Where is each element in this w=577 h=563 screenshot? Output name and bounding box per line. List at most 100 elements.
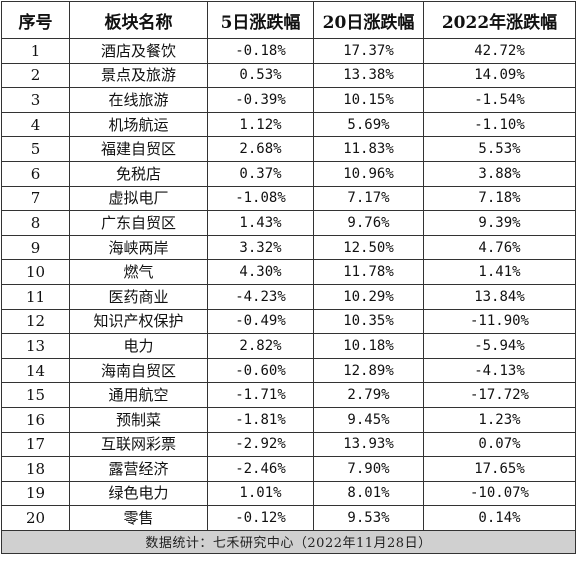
- change-20day: 12.89%: [313, 357, 424, 384]
- table-row: 6 免税店 0.37% 10.96% 3.88%: [1, 160, 576, 187]
- table-row: 12 知识产权保护 -0.49% 10.35% -11.90%: [1, 308, 576, 335]
- row-index: 3: [1, 87, 70, 113]
- change-2022: -1.10%: [423, 111, 576, 138]
- change-2022: -4.13%: [423, 357, 576, 384]
- row-index: 13: [1, 333, 70, 359]
- row-index: 2: [1, 62, 70, 89]
- change-2022: 5.53%: [423, 136, 576, 162]
- row-index: 16: [1, 406, 70, 433]
- change-5day: 0.53%: [207, 62, 314, 89]
- change-5day: 1.12%: [207, 111, 314, 138]
- table-row: 15 通用航空 -1.71% 2.79% -17.72%: [1, 382, 576, 408]
- row-index: 7: [1, 185, 70, 212]
- sector-name: 互联网彩票: [69, 431, 208, 458]
- sector-name: 电力: [69, 333, 208, 359]
- change-20day: 13.38%: [313, 62, 424, 89]
- change-20day: 7.90%: [313, 456, 424, 482]
- sector-name: 海峡两岸: [69, 234, 208, 261]
- change-20day: 10.18%: [313, 333, 424, 359]
- change-5day: 1.43%: [207, 210, 314, 236]
- table-row: 10 燃气 4.30% 11.78% 1.41%: [1, 259, 576, 285]
- change-20day: 2.79%: [313, 382, 424, 408]
- sector-name: 酒店及餐饮: [69, 38, 208, 64]
- row-index: 17: [1, 431, 70, 458]
- table-row: 19 绿色电力 1.01% 8.01% -10.07%: [1, 480, 576, 507]
- change-5day: -1.81%: [207, 406, 314, 433]
- change-2022: 0.07%: [423, 431, 576, 458]
- change-2022: 1.23%: [423, 406, 576, 433]
- table-row: 8 广东自贸区 1.43% 9.76% 9.39%: [1, 210, 576, 236]
- row-index: 8: [1, 210, 70, 236]
- change-2022: -17.72%: [423, 382, 576, 408]
- table-row: 4 机场航运 1.12% 5.69% -1.10%: [1, 111, 576, 138]
- change-20day: 9.76%: [313, 210, 424, 236]
- header-row: 序号 板块名称 5日涨跌幅 20日涨跌幅 2022年涨跌幅: [1, 1, 576, 39]
- table-row: 2 景点及旅游 0.53% 13.38% 14.09%: [1, 62, 576, 89]
- change-5day: -0.18%: [207, 38, 314, 64]
- sector-name: 机场航运: [69, 111, 208, 138]
- header-index: 序号: [1, 1, 70, 39]
- change-2022: 7.18%: [423, 185, 576, 212]
- change-2022: 42.72%: [423, 38, 576, 64]
- sector-name: 福建自贸区: [69, 136, 208, 162]
- change-5day: -2.46%: [207, 456, 314, 482]
- change-5day: 1.01%: [207, 480, 314, 507]
- row-index: 4: [1, 111, 70, 138]
- row-index: 15: [1, 382, 70, 408]
- table-row: 13 电力 2.82% 10.18% -5.94%: [1, 333, 576, 359]
- table-row: 1 酒店及餐饮 -0.18% 17.37% 42.72%: [1, 38, 576, 64]
- row-index: 9: [1, 234, 70, 261]
- table-row: 16 预制菜 -1.81% 9.45% 1.23%: [1, 406, 576, 433]
- footer-row: 数据统计：七禾研究中心（2022年11月28日）: [1, 529, 576, 554]
- change-2022: 1.41%: [423, 259, 576, 285]
- change-5day: -0.60%: [207, 357, 314, 384]
- change-2022: 3.88%: [423, 160, 576, 187]
- table-row: 11 医药商业 -4.23% 10.29% 13.84%: [1, 283, 576, 310]
- change-20day: 13.93%: [313, 431, 424, 458]
- header-20day-change: 20日涨跌幅: [313, 1, 424, 39]
- change-20day: 9.53%: [313, 505, 424, 531]
- sector-name: 景点及旅游: [69, 62, 208, 89]
- row-index: 11: [1, 283, 70, 310]
- table-row: 14 海南自贸区 -0.60% 12.89% -4.13%: [1, 357, 576, 384]
- table-row: 9 海峡两岸 3.32% 12.50% 4.76%: [1, 234, 576, 261]
- change-5day: -0.12%: [207, 505, 314, 531]
- sector-name: 在线旅游: [69, 87, 208, 113]
- change-5day: 3.32%: [207, 234, 314, 261]
- change-2022: -10.07%: [423, 480, 576, 507]
- sector-name: 零售: [69, 505, 208, 531]
- change-5day: 2.82%: [207, 333, 314, 359]
- change-2022: 13.84%: [423, 283, 576, 310]
- sector-name: 通用航空: [69, 382, 208, 408]
- change-5day: -1.71%: [207, 382, 314, 408]
- change-2022: -5.94%: [423, 333, 576, 359]
- change-5day: -4.23%: [207, 283, 314, 310]
- change-20day: 8.01%: [313, 480, 424, 507]
- row-index: 6: [1, 160, 70, 187]
- change-20day: 10.35%: [313, 308, 424, 335]
- change-20day: 17.37%: [313, 38, 424, 64]
- change-20day: 12.50%: [313, 234, 424, 261]
- change-2022: 17.65%: [423, 456, 576, 482]
- change-2022: -11.90%: [423, 308, 576, 335]
- change-5day: 2.68%: [207, 136, 314, 162]
- sector-name: 广东自贸区: [69, 210, 208, 236]
- sector-name: 绿色电力: [69, 480, 208, 507]
- header-2022-change: 2022年涨跌幅: [423, 1, 576, 39]
- row-index: 19: [1, 480, 70, 507]
- sector-name: 虚拟电厂: [69, 185, 208, 212]
- table-row: 18 露营经济 -2.46% 7.90% 17.65%: [1, 456, 576, 482]
- change-2022: 9.39%: [423, 210, 576, 236]
- row-index: 12: [1, 308, 70, 335]
- change-2022: 4.76%: [423, 234, 576, 261]
- sector-name: 免税店: [69, 160, 208, 187]
- table-body: 1 酒店及餐饮 -0.18% 17.37% 42.72% 2 景点及旅游 0.53% 13.38…: [1, 38, 576, 531]
- table-row: 20 零售 -0.12% 9.53% 0.14%: [1, 505, 576, 531]
- table-row: 7 虚拟电厂 -1.08% 7.17% 7.18%: [1, 185, 576, 212]
- change-20day: 10.29%: [313, 283, 424, 310]
- table-row: 5 福建自贸区 2.68% 11.83% 5.53%: [1, 136, 576, 162]
- row-index: 18: [1, 456, 70, 482]
- change-5day: 4.30%: [207, 259, 314, 285]
- change-5day: -0.49%: [207, 308, 314, 335]
